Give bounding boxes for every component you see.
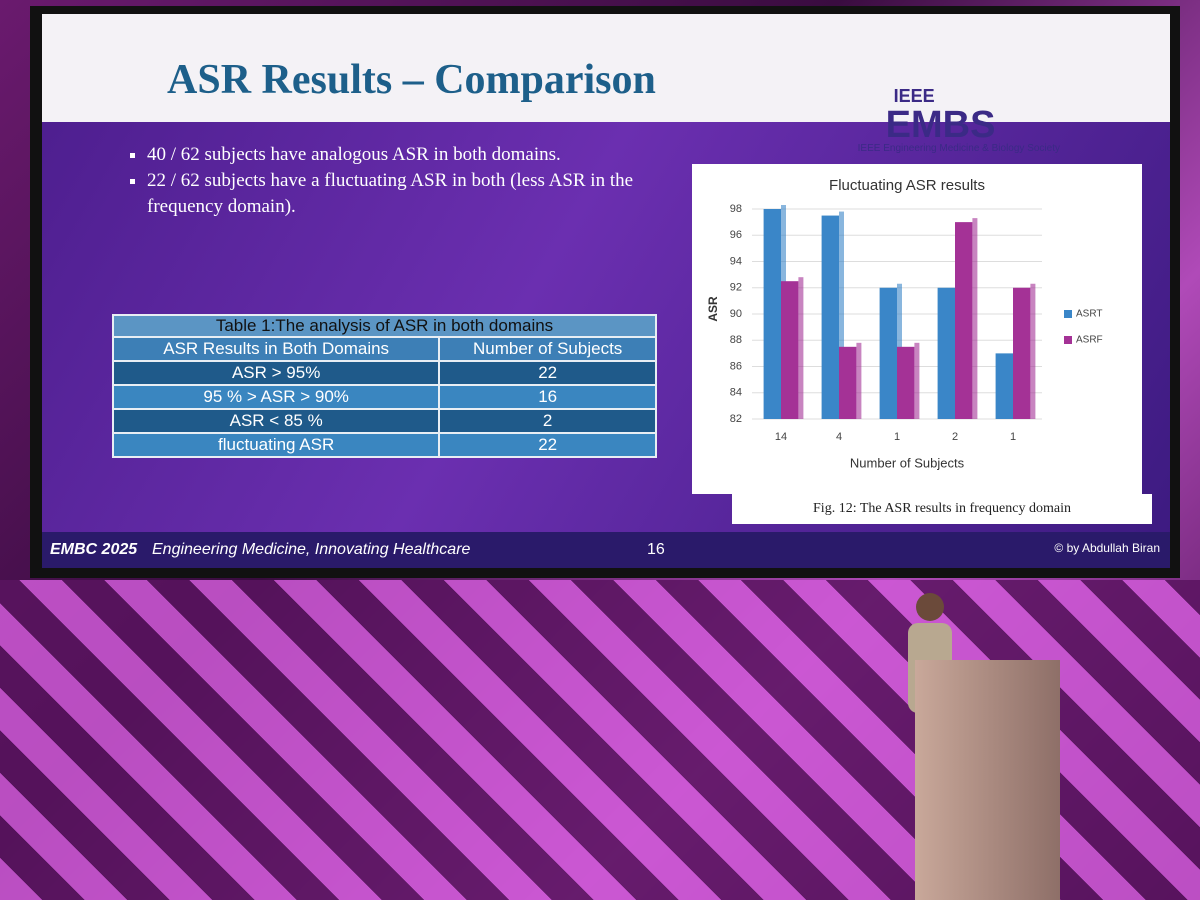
bar (897, 346, 915, 419)
table-caption: Table 1:The analysis of ASR in both doma… (112, 314, 657, 336)
table-cell: 22 (438, 432, 657, 458)
logo-name: EMBS (885, 104, 996, 146)
table: Table 1:The analysis of ASR in both doma… (111, 314, 657, 458)
page-number: 16 (647, 541, 665, 558)
y-tick-label: 96 (730, 229, 742, 241)
table-cell: ASR > 95% (111, 360, 441, 386)
bar (1013, 287, 1031, 419)
slide-footer: EMBC 2025 Engineering Medicine, Innovati… (42, 532, 1170, 568)
table-cell: 2 (438, 408, 657, 434)
slide-title: ASR Results – Comparison (167, 57, 656, 103)
bar (763, 209, 781, 419)
table-header: Number of Subjects (438, 336, 657, 362)
legend-label: ASRF (1076, 335, 1103, 346)
bar-side (1030, 283, 1036, 419)
bar-side (839, 211, 844, 419)
bullet-list: 40 / 62 subjects have analogous ASR in b… (127, 142, 707, 220)
bar (839, 346, 857, 419)
y-tick-label: 94 (730, 255, 742, 267)
bar-side (914, 342, 920, 419)
table-cell: 22 (438, 360, 657, 386)
bar-side (856, 342, 862, 419)
logo: IEEE EMBS IEEE Engineering Medicine & Bi… (858, 86, 1060, 154)
slide: ASR Results – Comparison IEEE EMBS IEEE … (42, 14, 1170, 568)
podium (915, 660, 1060, 900)
x-tick-label: 1 (1010, 431, 1016, 443)
x-tick-label: 14 (775, 431, 787, 443)
logo-top: IEEE (893, 86, 935, 106)
table-cell: fluctuating ASR (111, 432, 441, 458)
footer-event: EMBC 2025 (50, 541, 138, 558)
legend-swatch (1064, 336, 1072, 344)
bar-side (798, 277, 804, 419)
table-header: ASR Results in Both Domains (111, 336, 441, 362)
y-tick-label: 92 (730, 282, 742, 294)
chart-title: Fluctuating ASR results (829, 177, 985, 194)
footer-tagline: Engineering Medicine, Innovating Healthc… (152, 541, 471, 558)
bar (995, 353, 1013, 419)
y-tick-label: 82 (730, 413, 742, 425)
x-tick-label: 4 (836, 431, 842, 443)
bar (821, 215, 839, 419)
chart: Fluctuating ASR results ASR Number of Su… (692, 164, 1142, 494)
table-cell: 16 (438, 384, 657, 410)
bullet: 40 / 62 subjects have analogous ASR in b… (147, 142, 707, 168)
table-cell: ASR < 85 % (111, 408, 441, 434)
legend-swatch (1064, 310, 1072, 318)
figure-caption: Fig. 12: The ASR results in frequency do… (732, 494, 1152, 524)
legend-label: ASRT (1076, 309, 1103, 320)
logo-subtitle: IEEE Engineering Medicine & Biology Soci… (857, 143, 1060, 154)
bar-side (972, 218, 978, 419)
x-tick-label: 2 (952, 431, 958, 443)
x-axis-title: Number of Subjects (850, 455, 965, 470)
bar (781, 281, 799, 419)
y-tick-label: 86 (730, 360, 742, 372)
y-tick-label: 84 (730, 387, 742, 399)
slide-header (42, 14, 1170, 122)
y-tick-label: 90 (730, 308, 742, 320)
y-tick-label: 88 (730, 334, 742, 346)
bar (955, 222, 973, 419)
bar (937, 287, 955, 419)
bar (879, 287, 897, 419)
table-cell: 95 % > ASR > 90% (111, 384, 441, 410)
y-tick-label: 98 (730, 203, 742, 215)
footer-credit: © by Abdullah Biran (1054, 541, 1160, 555)
bullet: 22 / 62 subjects have a fluctuating ASR … (147, 168, 707, 220)
x-tick-label: 1 (894, 431, 900, 443)
y-axis-title: ASR (706, 296, 720, 322)
